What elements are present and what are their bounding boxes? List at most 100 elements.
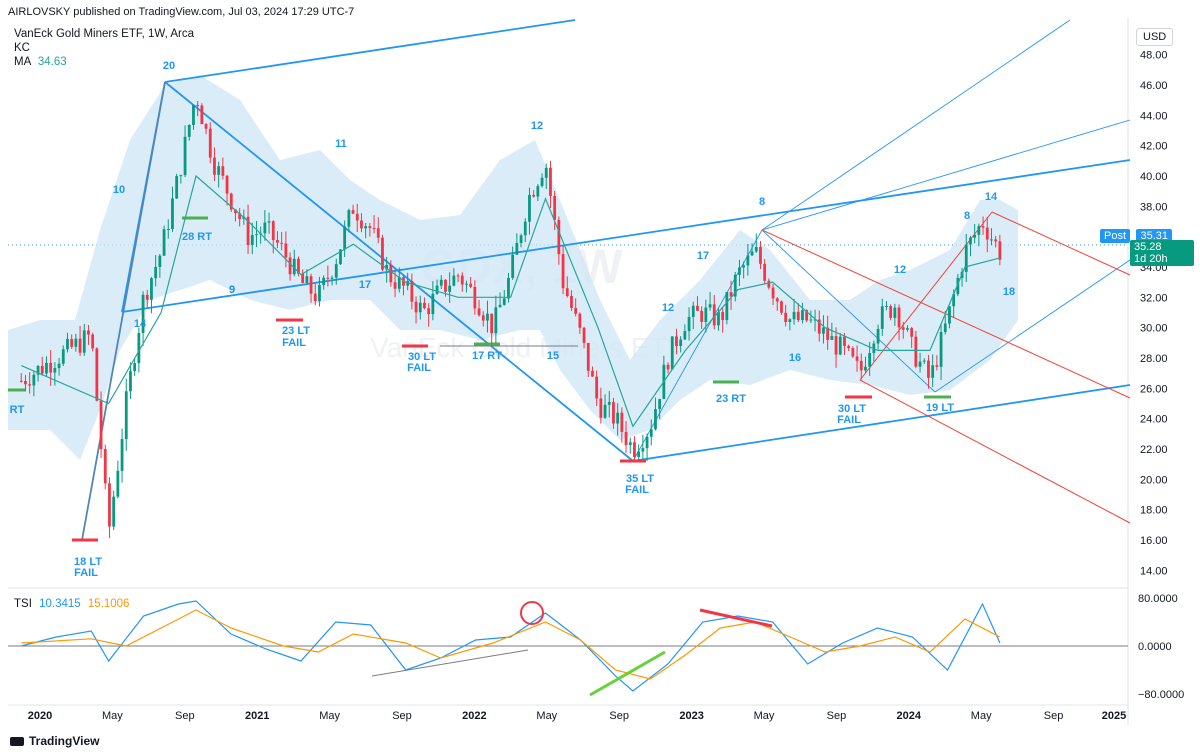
candle-body — [658, 399, 662, 410]
candle-body — [28, 384, 32, 386]
symbol-title[interactable]: VanEck Gold Miners ETF, 1W, Arca — [14, 28, 195, 40]
candle-body — [582, 327, 586, 343]
candle-body — [318, 285, 321, 302]
candle-body — [246, 216, 250, 246]
candle-body — [82, 330, 86, 353]
candle-body — [91, 334, 95, 349]
ma-line — [21, 174, 1001, 428]
candle-body — [469, 283, 473, 287]
candle-body — [112, 496, 116, 527]
candles — [19, 100, 1002, 538]
candle-body — [423, 302, 426, 309]
candle-body — [927, 360, 930, 378]
candle-body — [439, 279, 443, 286]
candle-body — [956, 277, 960, 295]
price-tick-label: 18.00 — [1140, 505, 1168, 517]
currency-button[interactable]: USD — [1136, 28, 1174, 46]
tsi-indicator[interactable]: TSI 10.3415 15.1006 — [14, 598, 129, 610]
tradingview-logo-text: TradingView — [29, 734, 100, 748]
candle-body — [368, 226, 372, 229]
candle-body — [624, 431, 628, 446]
candle-body — [889, 305, 893, 318]
price-tick-label: 48.00 — [1140, 50, 1168, 62]
candle-body — [213, 157, 216, 175]
candle-body — [754, 247, 758, 252]
candle-body — [171, 198, 174, 229]
candle-body — [633, 442, 636, 457]
candle-body — [372, 228, 376, 230]
price-tick-label: 42.00 — [1140, 141, 1168, 153]
candle-body — [444, 279, 447, 292]
candle-body — [654, 409, 657, 430]
wave-annotation: 23 RT — [716, 393, 746, 405]
candle-body — [507, 277, 510, 299]
wave-annotation: FAIL — [625, 484, 649, 496]
wave-annotation: RT — [9, 404, 25, 416]
candle-body — [221, 166, 225, 176]
candle-body — [620, 412, 624, 432]
candle-body — [885, 305, 888, 307]
candle-body — [263, 222, 267, 234]
candle-body — [292, 258, 296, 275]
candle-body — [864, 366, 867, 371]
candle-body — [670, 336, 674, 370]
price-tick-label: 16.00 — [1140, 535, 1168, 547]
candle-body — [389, 264, 393, 283]
candle-body — [851, 348, 855, 357]
candle-body — [309, 276, 313, 294]
candle-body — [477, 308, 481, 316]
candle-body — [460, 275, 464, 285]
time-tick-label: May — [319, 710, 340, 722]
candle-body — [775, 298, 779, 302]
candle-body — [70, 338, 74, 347]
candle-body — [217, 166, 221, 175]
candle-body — [490, 313, 494, 334]
time-tick-label: Sep — [392, 710, 412, 722]
wave-annotation: 16 — [788, 352, 802, 364]
candle-body — [364, 226, 368, 229]
candle-body — [700, 310, 704, 322]
candle-body — [679, 339, 683, 347]
candle-body — [32, 374, 36, 386]
candle-body — [578, 313, 582, 328]
tradingview-logo[interactable]: TradingView — [10, 734, 99, 748]
time-tick-label: May — [536, 710, 557, 722]
candle-body — [519, 235, 523, 243]
ma-indicator[interactable]: MA 34.63 — [14, 56, 67, 68]
candle-body — [792, 311, 796, 320]
time-tick-label: 2022 — [462, 710, 486, 722]
candle-body — [973, 234, 977, 238]
candle-body — [830, 336, 834, 340]
candle-body — [330, 277, 334, 279]
candle-body — [599, 398, 603, 418]
candle-body — [410, 281, 414, 302]
candle-body — [103, 449, 107, 484]
tsi-value-1: 10.3415 — [39, 598, 81, 610]
candle-body — [141, 294, 145, 334]
candle-body — [229, 193, 233, 210]
candle-body — [746, 255, 750, 266]
candle-body — [595, 376, 599, 399]
candle-body — [897, 307, 901, 328]
candle-body — [788, 319, 792, 323]
candle-body — [95, 348, 99, 401]
blue-pitchfork — [632, 19, 1131, 462]
candle-body — [544, 167, 548, 178]
candle-body — [893, 307, 897, 318]
candle-body — [708, 304, 712, 308]
candle-body — [565, 288, 569, 296]
candle-body — [717, 312, 720, 326]
kc-indicator-label[interactable]: KC — [14, 42, 30, 54]
candle-body — [570, 295, 573, 308]
price-tick-label: 30.00 — [1140, 323, 1168, 335]
wave-annotation: 23 LT — [282, 325, 310, 337]
time-tick-label: 2020 — [28, 710, 52, 722]
candle-body — [616, 412, 620, 424]
tsi-tick-label: 0.0000 — [1138, 641, 1172, 653]
last-price-tag: 35.28 1d 20h — [1130, 240, 1194, 266]
candle-body — [137, 333, 141, 364]
wave-annotation: 12 — [893, 264, 907, 276]
candle-body — [826, 327, 830, 340]
candle-body — [817, 319, 821, 334]
